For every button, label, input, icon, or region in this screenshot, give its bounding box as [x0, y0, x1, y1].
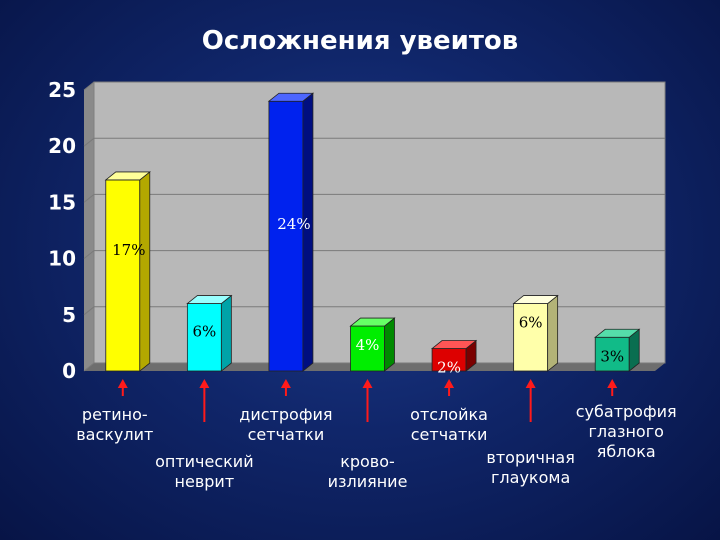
category-label: крово- излияние [327, 452, 408, 491]
bar-top [186, 295, 233, 304]
bar-front [513, 303, 549, 372]
y-tick-label: 15 [48, 190, 76, 214]
data-label: 3% [600, 347, 624, 365]
data-label: 6% [192, 323, 216, 341]
gridline [83, 137, 665, 147]
category-label: вторичная глаукома [486, 448, 575, 487]
y-tick-label: 20 [48, 134, 76, 158]
gridline [83, 250, 665, 259]
bar-front [268, 100, 304, 372]
bar-side [547, 294, 559, 372]
y-tick-label: 0 [62, 359, 76, 383]
bar-top [512, 295, 559, 304]
arrow-head [280, 379, 291, 388]
bar-front [186, 303, 222, 372]
y-tick-label: 25 [48, 78, 76, 102]
data-label: 6% [519, 314, 543, 332]
bar [349, 317, 396, 372]
arrow-head [117, 379, 128, 388]
plot-side-wall [84, 82, 94, 371]
bar-front [594, 336, 630, 372]
bar [267, 92, 315, 372]
arrow-head [199, 379, 210, 388]
category-label: оптический неврит [155, 452, 254, 491]
data-label: 24% [277, 215, 310, 233]
bar-front [105, 179, 141, 372]
bar [512, 294, 559, 372]
y-tick-label: 5 [62, 303, 76, 327]
data-label: 17% [112, 241, 145, 259]
arrow-head [444, 379, 455, 388]
category-label: субатрофия глазного яблока [575, 402, 677, 461]
bar [104, 171, 151, 372]
bar-side [139, 171, 151, 372]
chart-title: Осложнения увеитов [201, 26, 519, 56]
bar-top [267, 92, 315, 102]
gridline [83, 81, 665, 91]
arrow-head [525, 379, 536, 388]
arrow-head [362, 379, 373, 388]
category-label: ретино- васкулит [76, 405, 154, 444]
gridline [83, 193, 665, 203]
category-label: дистрофия сетчатки [239, 405, 333, 444]
bar-top [430, 340, 478, 349]
bar-top [104, 171, 151, 181]
gridline [83, 306, 665, 316]
y-tick-label: 10 [48, 247, 76, 271]
bar-side [384, 317, 395, 372]
data-label: 4% [356, 336, 380, 354]
arrow-head [607, 379, 618, 388]
category-label: отслойка сетчатки [410, 405, 488, 444]
bar-top [594, 328, 641, 338]
bar [186, 294, 233, 372]
bar [594, 328, 641, 372]
bar [430, 339, 478, 372]
bar-top [349, 317, 396, 327]
data-label: 2% [437, 359, 461, 377]
bar-side [220, 294, 232, 372]
